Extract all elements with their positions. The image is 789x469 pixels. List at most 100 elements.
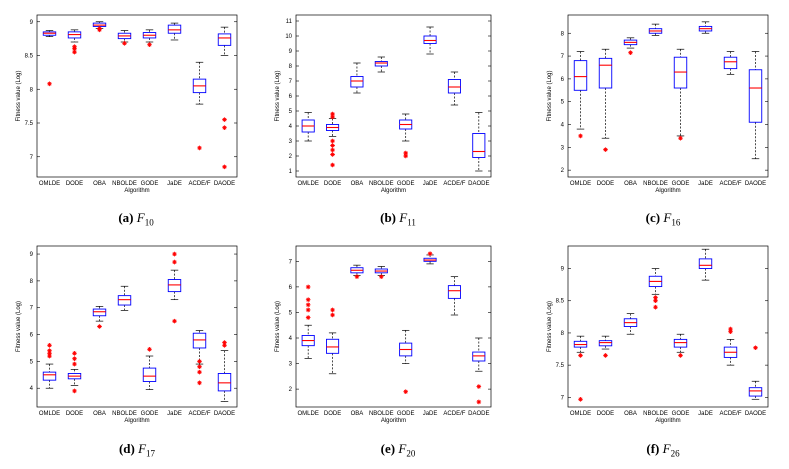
x-tick-label: NBOLDE [369, 181, 394, 187]
box-nbolde [374, 56, 388, 73]
outlier-point [72, 361, 77, 367]
y-axis-label: Fitness value (Log) [547, 301, 553, 352]
y-tick-label: 11 [286, 19, 293, 25]
box-daode [748, 345, 763, 400]
outlier-point [403, 153, 408, 159]
box-oba [350, 62, 364, 94]
x-tick-label: DAODE [214, 411, 235, 417]
outlier-point [403, 150, 408, 156]
iqr-box [472, 351, 486, 362]
y-axis-label: Fitness value (Log) [16, 301, 22, 352]
outlier-point [222, 117, 227, 122]
box-acde-f [192, 330, 207, 386]
chart-panel-16: 2 3 4 5 6 7 8 Fitness value (Log) OMLDE DODE OBA NB… [547, 14, 769, 194]
x-tick-label: GODE [672, 411, 690, 417]
outlier-point [222, 125, 227, 131]
outlier-point [305, 315, 311, 320]
box-omlde [573, 51, 588, 139]
y-tick-label: 3 [561, 145, 565, 151]
panel-caption: (d) F17 [97, 441, 177, 459]
box-dode [598, 335, 613, 358]
caption-subscript: 20 [406, 448, 416, 459]
outlier-point [72, 49, 77, 55]
caption-label: (d) [118, 441, 135, 456]
caption-subscript: 16 [671, 217, 681, 228]
outlier-point [330, 307, 335, 313]
x-tick-label: ACDE/F [188, 411, 210, 417]
caption-label: (c) [645, 210, 661, 225]
y-tick-label: 4 [30, 386, 34, 392]
x-tick-label: OMLDE [298, 411, 319, 417]
outlier-point [197, 145, 202, 151]
x-tick-label: OMLDE [570, 411, 591, 417]
y-tick-label: 8 [561, 31, 565, 37]
outlier-point [330, 147, 335, 153]
outlier-point [476, 399, 482, 405]
caption-function: F [138, 441, 147, 456]
x-tick-label: JaDE [698, 181, 713, 187]
chart-panel-11: 1 2 3 4 5 6 7 8 9 10 11 Fitness value (Log) OMLDE DOD… [275, 14, 492, 194]
y-tick-label: 8 [30, 87, 34, 93]
x-tick-label: ACDE/F [443, 411, 465, 417]
outlier-point [122, 41, 127, 46]
iqr-box [217, 373, 232, 392]
box-dode [326, 307, 340, 375]
box-omlde [573, 335, 588, 402]
y-axis-label: Fitness value (Log) [16, 70, 22, 121]
outlier-point [47, 353, 52, 359]
box-gode [399, 113, 413, 159]
outlier-point [197, 369, 202, 375]
outlier-point [578, 133, 583, 139]
panel-caption: (b) F11 [358, 210, 438, 228]
x-tick-label: DODE [66, 411, 83, 417]
y-axis-label: Fitness value (Log) [275, 70, 281, 121]
x-tick-label: DODE [597, 181, 614, 187]
y-tick-label: 3 [289, 139, 293, 145]
x-tick-label: GODE [141, 411, 159, 417]
plot-frame [567, 245, 769, 408]
x-tick-label: DAODE [745, 181, 766, 187]
x-tick-label: NBOLDE [112, 181, 137, 187]
y-tick-label: 8.5 [25, 54, 34, 60]
x-axis-label: Algorithm [655, 418, 680, 424]
iqr-box [423, 35, 437, 44]
iqr-box [142, 367, 157, 382]
outlier-point [222, 340, 227, 345]
y-tick-label: 5 [289, 109, 293, 115]
outlier-point [72, 351, 77, 356]
y-tick-label: 2 [561, 168, 565, 174]
y-tick-label: 4 [561, 123, 565, 129]
outlier-point [47, 348, 52, 353]
outlier-point [72, 356, 77, 361]
x-tick-label: JaDE [167, 411, 182, 417]
outlier-point [427, 251, 433, 256]
outlier-point [47, 351, 52, 356]
box-jade [423, 251, 437, 265]
caption-label: (b) [380, 210, 396, 225]
x-tick-label: DODE [597, 411, 614, 417]
y-tick-label: 3 [289, 362, 293, 368]
x-tick-label: ACDE/F [443, 181, 465, 187]
y-tick-label: 8 [30, 279, 34, 285]
outlier-point [678, 135, 683, 141]
y-tick-label: 8 [289, 64, 293, 70]
iqr-box [350, 76, 364, 88]
y-tick-label: 1 [289, 169, 293, 175]
box-dode [67, 29, 82, 55]
caption-function: F [662, 441, 671, 456]
box-jade [698, 21, 713, 34]
y-tick-label: 7 [30, 155, 34, 161]
y-tick-label: 5 [289, 310, 293, 316]
iqr-box [374, 61, 388, 67]
outlier-point [222, 164, 227, 170]
x-tick-label: GODE [672, 181, 690, 187]
outlier-point [678, 353, 683, 358]
caption-function: F [398, 441, 407, 456]
caption-label: (e) [380, 441, 396, 456]
outlier-point [403, 389, 408, 394]
x-tick-label: DAODE [745, 411, 766, 417]
x-axis-label: Algorithm [124, 188, 149, 194]
iqr-box [447, 79, 461, 94]
y-tick-label: 8 [561, 331, 565, 337]
